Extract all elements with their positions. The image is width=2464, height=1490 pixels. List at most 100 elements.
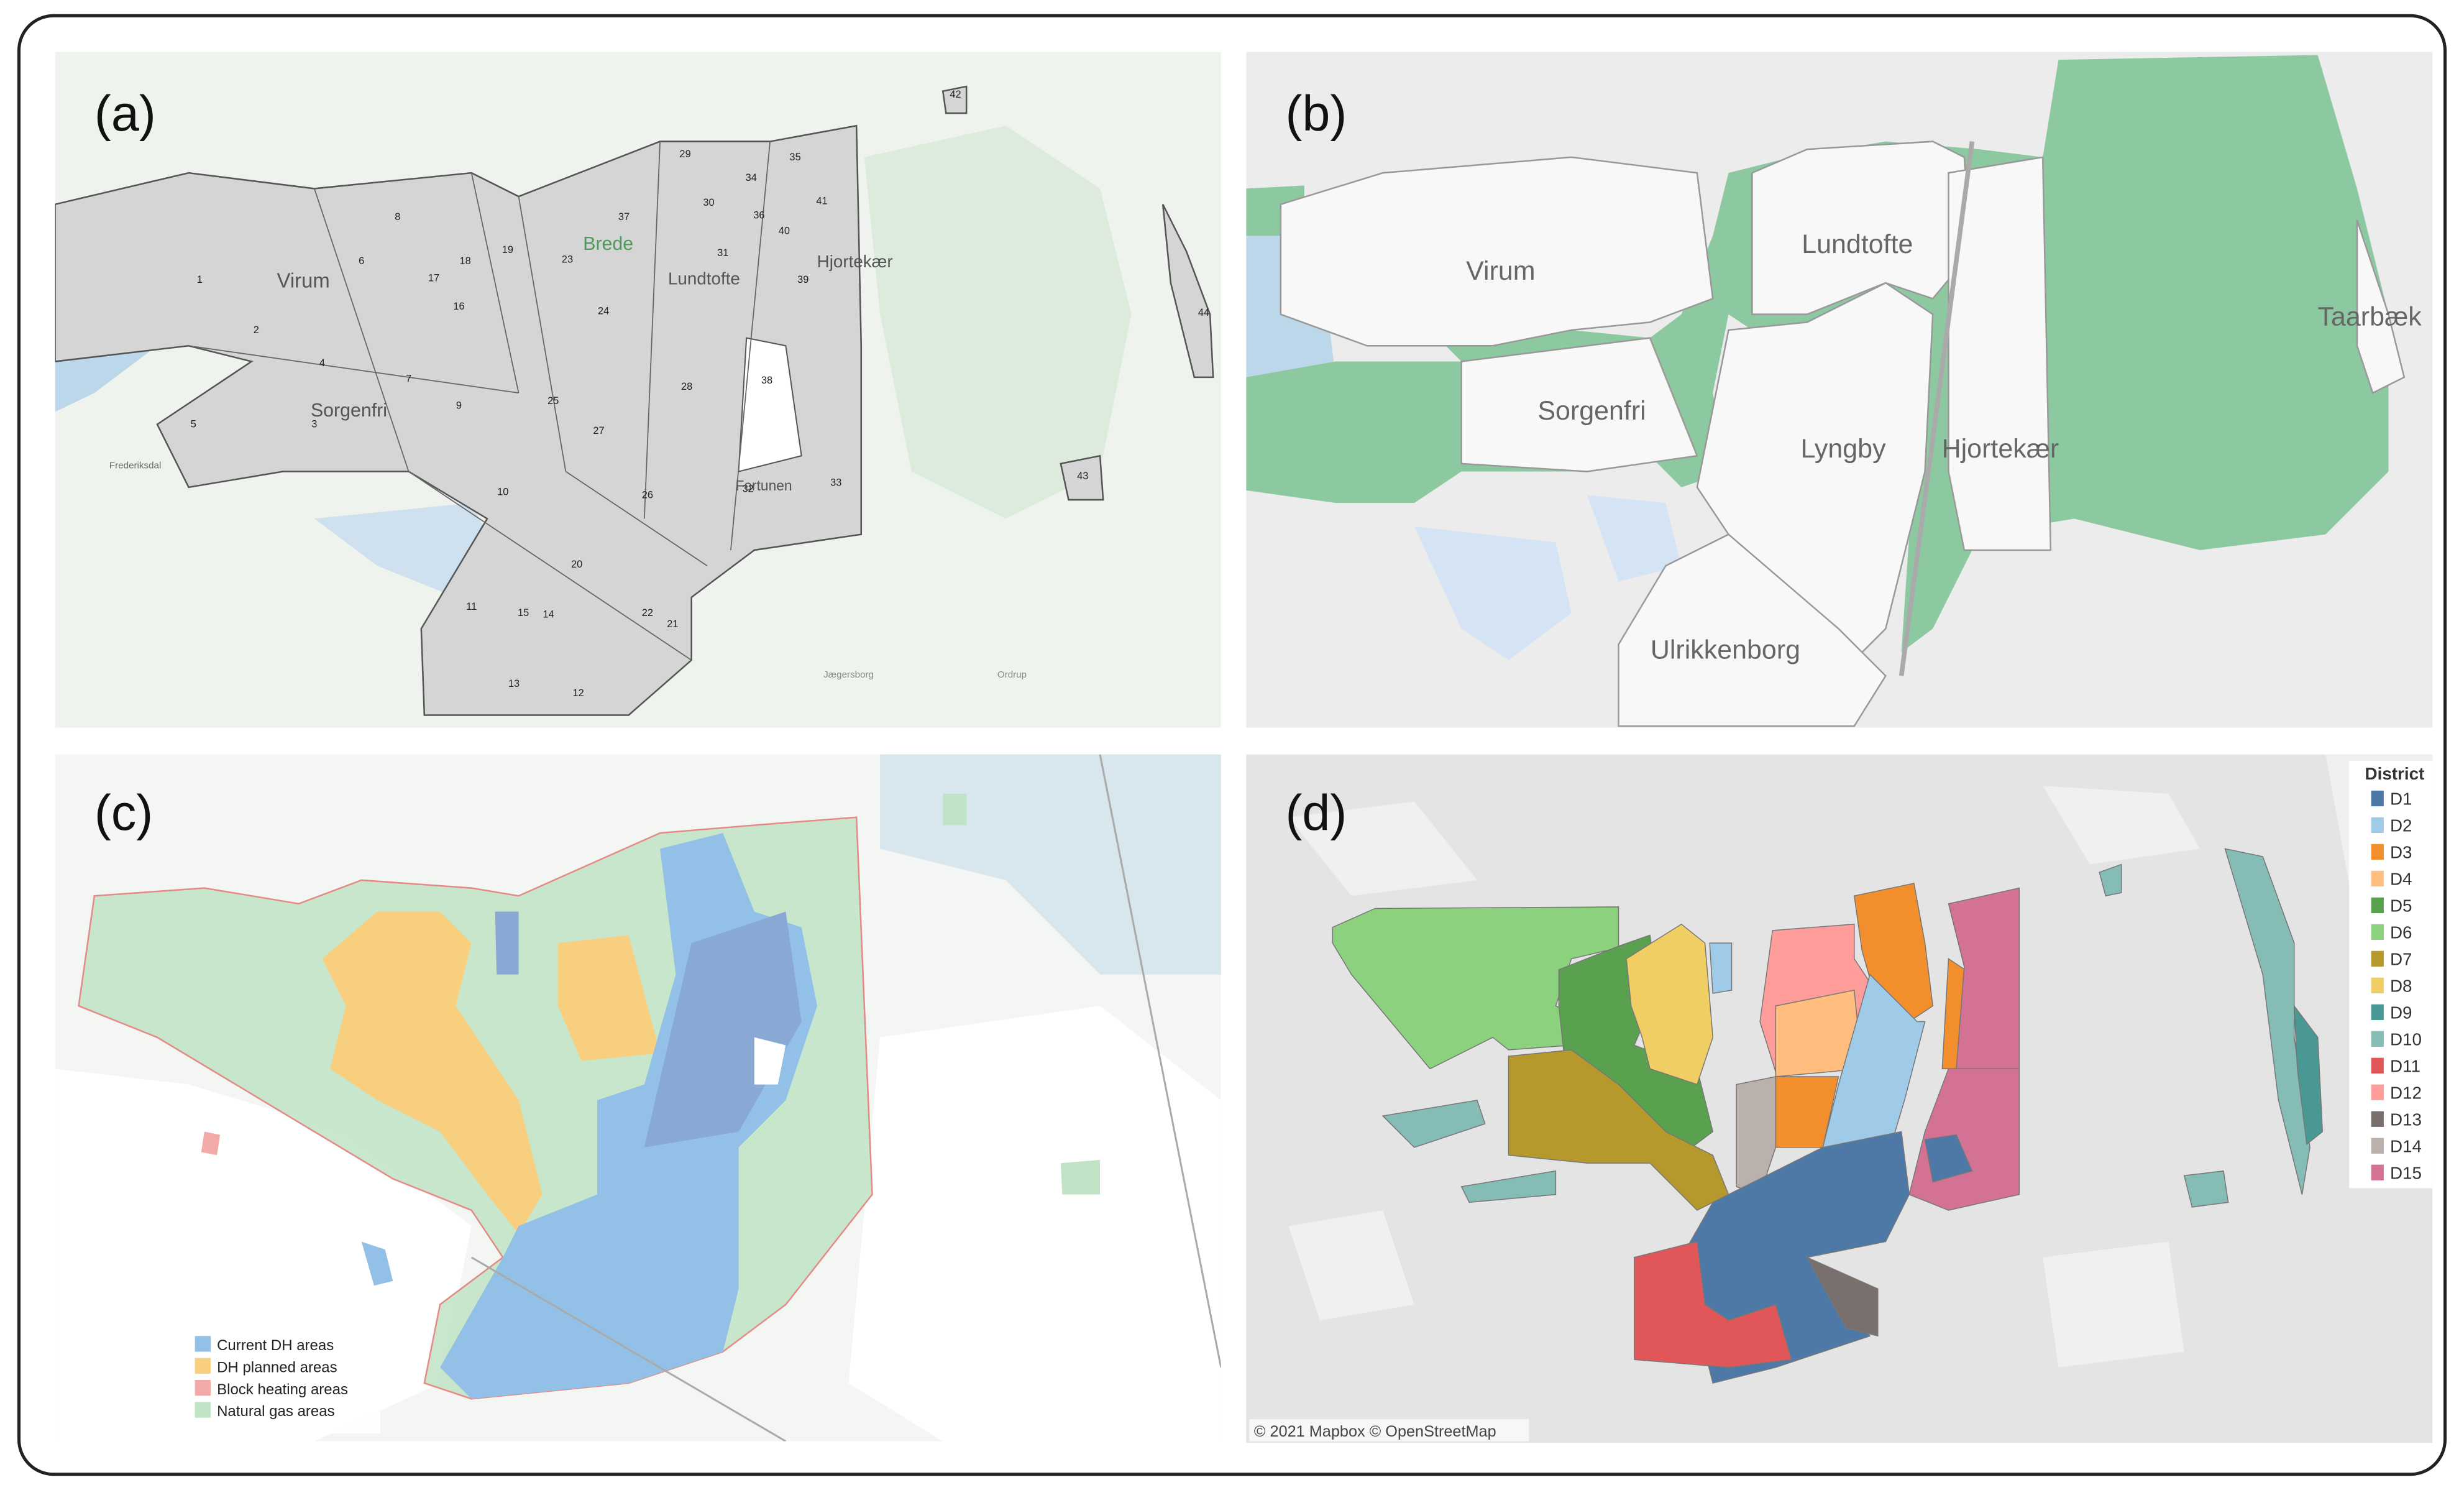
- legend-swatch: [2371, 870, 2384, 887]
- district-number: 39: [797, 274, 808, 285]
- district-shape: [1751, 140, 1973, 315]
- railway: [1898, 141, 1975, 676]
- legend-label: D3: [2390, 843, 2412, 862]
- legend-label: D5: [2390, 896, 2412, 916]
- district-number: 19: [502, 244, 513, 255]
- district-shape: [2099, 863, 2122, 897]
- district-number: 38: [761, 375, 772, 386]
- dh-planned-area: [322, 911, 543, 1234]
- map-credit: © 2021 Mapbox © OpenStreetMap: [1254, 1423, 1496, 1440]
- district-shape: [1696, 282, 1934, 661]
- white-area: [848, 1006, 1221, 1442]
- district-number: 33: [830, 477, 841, 488]
- district-number: 11: [466, 601, 477, 612]
- legend-title: District: [2365, 764, 2425, 783]
- district-number: 22: [642, 607, 653, 619]
- white-area: [754, 1037, 786, 1085]
- place-name: Frederiksdal: [109, 460, 161, 471]
- district-number: 15: [518, 607, 529, 619]
- district-shape: [1634, 1241, 1792, 1368]
- place-name: Brede: [583, 234, 633, 254]
- legend-label: D8: [2390, 976, 2412, 995]
- district-border: [730, 141, 771, 551]
- district-number: 43: [1077, 471, 1088, 482]
- district-number: 4: [319, 357, 325, 369]
- legend-swatch: [2371, 844, 2384, 860]
- district-border: [470, 172, 520, 393]
- place-name: Sorgenfri: [311, 400, 387, 421]
- legend-swatch: [195, 1336, 211, 1352]
- natural-gas-area: [943, 793, 967, 825]
- land-shade: [2043, 1241, 2184, 1368]
- district-number: 24: [598, 306, 609, 317]
- district-number: 13: [508, 678, 520, 689]
- legend-label: D14: [2390, 1136, 2422, 1156]
- district-number: 8: [395, 211, 400, 223]
- railway: [470, 1256, 787, 1442]
- district-number: 18: [459, 255, 470, 267]
- district-shape: [1736, 1076, 1777, 1195]
- district-number: 26: [642, 490, 653, 501]
- district-shape: [1161, 204, 1214, 379]
- district-shape: [1460, 1170, 1557, 1203]
- land-shade: [1288, 801, 1477, 896]
- district-border: [518, 196, 567, 472]
- district-shape: [1709, 942, 1733, 994]
- legend-label: D15: [2390, 1163, 2422, 1182]
- district-shape: [1618, 533, 1887, 727]
- district-shape: [1280, 156, 1714, 347]
- legend-swatch: [2371, 950, 2384, 967]
- legend-swatch: [2371, 1111, 2384, 1127]
- legend-label: Block heating areas: [217, 1381, 348, 1398]
- district-number: 40: [779, 226, 790, 237]
- panel-label: (d): [1285, 785, 1347, 841]
- district-shape: [1948, 156, 2052, 551]
- legend-swatch: [2371, 1138, 2384, 1154]
- district-number: 10: [497, 486, 508, 497]
- place-name: Lundtofte: [668, 269, 740, 288]
- district-number: 35: [789, 152, 800, 163]
- district-number: 25: [547, 395, 559, 407]
- district-number: 27: [593, 425, 604, 436]
- place-name: Lyngby: [1801, 434, 1886, 464]
- legend-swatch: [2371, 817, 2384, 834]
- legend-swatch: [2371, 977, 2384, 993]
- district-number: 28: [681, 381, 692, 392]
- district-number: 7: [406, 373, 411, 384]
- water: [1587, 495, 1682, 582]
- legend-box: [2349, 760, 2433, 1189]
- legend-label: D2: [2390, 816, 2412, 835]
- district-number: 6: [359, 255, 364, 267]
- district-shape: [2293, 1004, 2324, 1146]
- place-name: Hjortekær: [1942, 434, 2059, 464]
- legend-swatch: [2371, 1057, 2384, 1074]
- block-heating-area: [495, 911, 519, 975]
- district-shape: [2356, 219, 2406, 394]
- legend-swatch: [2371, 924, 2384, 940]
- railway: [1099, 754, 1221, 1368]
- place-name: Lundtofte: [1802, 229, 1913, 259]
- district-number: 21: [667, 619, 678, 630]
- panel-label: (a): [94, 86, 156, 142]
- district-shape: [1924, 1134, 1973, 1183]
- district-number: 9: [456, 400, 462, 411]
- legend-label: Natural gas areas: [217, 1403, 335, 1420]
- place-name: Virum: [1466, 256, 1535, 286]
- district-number: 16: [453, 301, 464, 312]
- district-shape: [1558, 934, 1714, 1156]
- map-panel: Virum Lundtofte Taarbæk Sorgenfri Lyngby Hjor…: [1246, 52, 2433, 728]
- district-number: 34: [746, 172, 757, 183]
- forest: [864, 126, 1132, 519]
- legend-swatch: [2371, 1164, 2384, 1180]
- legend-label: D1: [2390, 789, 2412, 809]
- map-panel: District D1 D2 D3 D4 D5 D6 D7 D8 D9 D10 D11 D12 D13 D1…: [1246, 754, 2433, 1443]
- map-panel: 1234567891011121314151617181920212223242…: [55, 52, 1221, 728]
- legend-label: Current DH areas: [217, 1337, 334, 1354]
- panel-label: (b): [1285, 86, 1347, 142]
- district-border: [643, 141, 661, 519]
- legend-label: D4: [2390, 870, 2412, 889]
- place-name: Jægersborg: [823, 669, 874, 680]
- place-name: Virum: [277, 269, 330, 292]
- legend-swatch: [2371, 897, 2384, 914]
